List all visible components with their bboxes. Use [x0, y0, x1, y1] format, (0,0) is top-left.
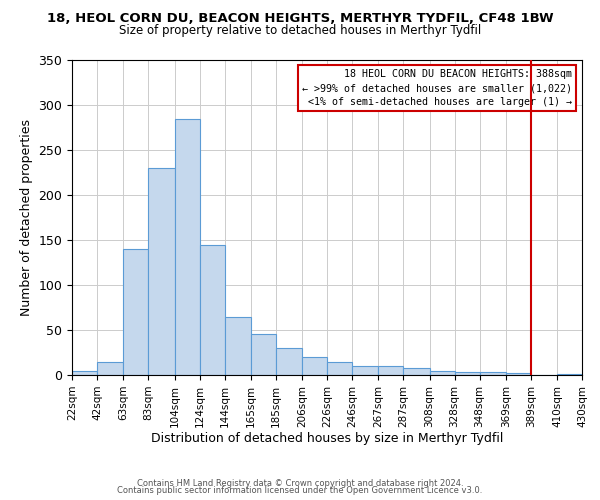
Bar [352, 366, 378, 375]
Y-axis label: Number of detached properties: Number of detached properties [20, 119, 33, 316]
Bar [276, 348, 302, 375]
Bar [327, 362, 352, 375]
Bar [378, 366, 403, 375]
Text: 18 HEOL CORN DU BEACON HEIGHTS: 388sqm
← >99% of detached houses are smaller (1,: 18 HEOL CORN DU BEACON HEIGHTS: 388sqm ←… [302, 70, 572, 108]
Bar [557, 374, 582, 375]
Bar [175, 118, 199, 375]
Text: Contains HM Land Registry data © Crown copyright and database right 2024.: Contains HM Land Registry data © Crown c… [137, 478, 463, 488]
Text: Contains public sector information licensed under the Open Government Licence v3: Contains public sector information licen… [118, 486, 482, 495]
Text: Size of property relative to detached houses in Merthyr Tydfil: Size of property relative to detached ho… [119, 24, 481, 37]
Bar [199, 244, 224, 375]
Bar [302, 357, 327, 375]
Bar [455, 372, 479, 375]
Bar [479, 372, 506, 375]
X-axis label: Distribution of detached houses by size in Merthyr Tydfil: Distribution of detached houses by size … [151, 432, 503, 446]
Bar [251, 334, 276, 375]
Bar [123, 249, 148, 375]
Bar [430, 370, 455, 375]
Bar [72, 370, 97, 375]
Text: 18, HEOL CORN DU, BEACON HEIGHTS, MERTHYR TYDFIL, CF48 1BW: 18, HEOL CORN DU, BEACON HEIGHTS, MERTHY… [47, 12, 553, 26]
Bar [97, 362, 123, 375]
Bar [403, 368, 430, 375]
Bar [148, 168, 175, 375]
Bar [224, 316, 251, 375]
Bar [506, 373, 531, 375]
